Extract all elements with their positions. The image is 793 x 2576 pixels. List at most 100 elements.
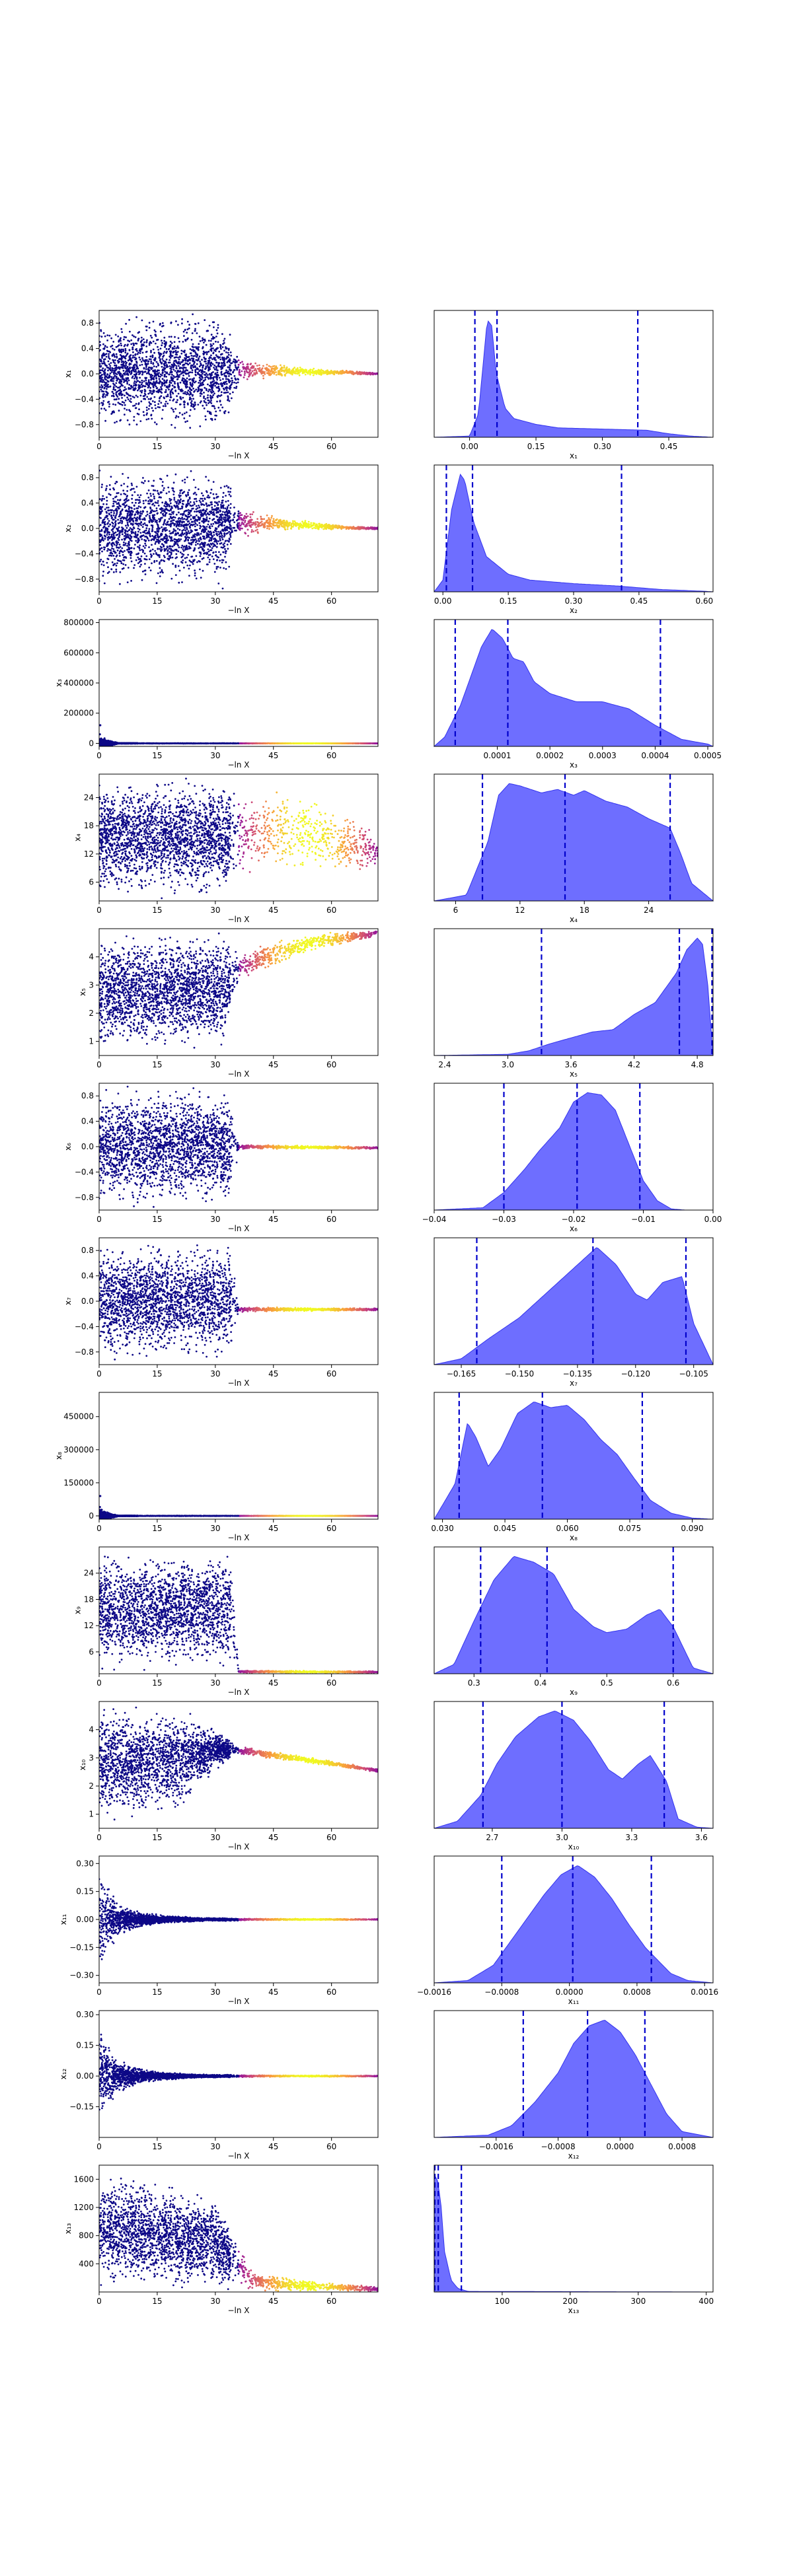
sample-point — [328, 524, 330, 526]
sample-point — [118, 392, 120, 395]
sample-point — [119, 419, 122, 422]
sample-point — [200, 497, 202, 500]
sample-point — [136, 523, 139, 525]
sample-point — [252, 522, 254, 524]
sample-point — [182, 341, 184, 343]
sample-point — [174, 564, 177, 567]
sample-point — [166, 372, 169, 375]
sample-point — [123, 381, 125, 383]
sample-point — [199, 369, 202, 371]
sample-point — [229, 364, 231, 367]
sample-point — [221, 536, 223, 539]
sample-point — [173, 497, 176, 499]
sample-point — [332, 371, 335, 373]
sample-point — [102, 395, 104, 398]
sample-point — [175, 320, 177, 322]
sample-point — [181, 318, 183, 320]
sample-point — [149, 569, 152, 571]
sample-point — [179, 403, 182, 406]
sample-point — [132, 396, 134, 398]
sample-point — [137, 502, 140, 504]
sample-point — [182, 533, 184, 536]
sample-point — [205, 363, 208, 365]
sample-point — [174, 408, 176, 410]
sample-point — [183, 417, 186, 419]
sample-point — [132, 347, 134, 349]
sample-point — [106, 496, 108, 499]
sample-point — [137, 562, 139, 564]
sample-point — [229, 487, 232, 489]
sample-point — [190, 349, 193, 351]
sample-point — [149, 500, 152, 503]
sample-point — [191, 382, 194, 384]
sample-point — [191, 536, 193, 538]
sample-point — [217, 357, 220, 359]
sample-point — [110, 568, 113, 571]
sample-point — [112, 388, 115, 390]
sample-point — [220, 371, 223, 373]
sample-point — [124, 347, 127, 350]
sample-point — [235, 386, 238, 388]
sample-point — [187, 530, 190, 532]
sample-point — [278, 522, 280, 524]
sample-point — [126, 485, 129, 487]
sample-point — [147, 500, 150, 503]
sample-point — [184, 478, 186, 481]
sample-point — [124, 343, 126, 346]
x-tick-label: 0.15 — [527, 442, 545, 451]
sample-point — [202, 353, 205, 356]
sample-point — [165, 362, 167, 364]
sample-point — [118, 372, 120, 375]
sample-point — [128, 409, 130, 411]
sample-point — [153, 553, 155, 555]
sample-point — [144, 362, 147, 364]
sample-point — [203, 397, 205, 399]
sample-point — [120, 530, 122, 532]
sample-point — [296, 369, 299, 371]
sample-point — [203, 520, 205, 522]
sample-point — [199, 425, 202, 427]
sample-point — [214, 382, 217, 384]
sample-point — [204, 319, 206, 321]
sample-point — [115, 568, 118, 571]
sample-point — [162, 489, 165, 491]
sample-point — [192, 359, 194, 361]
sample-point — [145, 325, 147, 328]
sample-point — [291, 520, 294, 522]
sample-point — [206, 376, 208, 378]
sample-point — [239, 512, 241, 514]
sample-point — [256, 521, 259, 524]
sample-point — [122, 401, 124, 403]
sample-point — [106, 388, 108, 390]
sample-point — [135, 519, 137, 522]
sample-point — [210, 402, 213, 404]
sample-point — [100, 365, 102, 367]
sample-point — [175, 520, 177, 523]
sample-point — [106, 512, 108, 514]
sample-point — [177, 544, 179, 547]
sample-point — [183, 363, 186, 366]
sample-point — [155, 407, 157, 410]
sample-point — [295, 368, 297, 371]
sample-point — [106, 386, 108, 388]
sample-point — [209, 376, 211, 378]
sample-point — [177, 386, 180, 388]
sample-point — [153, 351, 156, 354]
sample-point — [233, 381, 235, 384]
sample-point — [132, 520, 135, 523]
sample-point — [122, 363, 124, 366]
sample-point — [165, 389, 167, 391]
sample-point — [163, 536, 166, 538]
sample-point — [153, 359, 155, 361]
sample-point — [275, 371, 277, 373]
sample-point — [101, 363, 104, 365]
sample-point — [223, 567, 225, 569]
sample-point — [145, 379, 147, 382]
sample-point — [122, 489, 125, 492]
sample-point — [186, 391, 188, 394]
sample-point — [140, 563, 142, 566]
sample-point — [137, 340, 139, 341]
sample-point — [178, 411, 181, 414]
sample-point — [159, 406, 161, 409]
sample-point — [110, 371, 113, 373]
